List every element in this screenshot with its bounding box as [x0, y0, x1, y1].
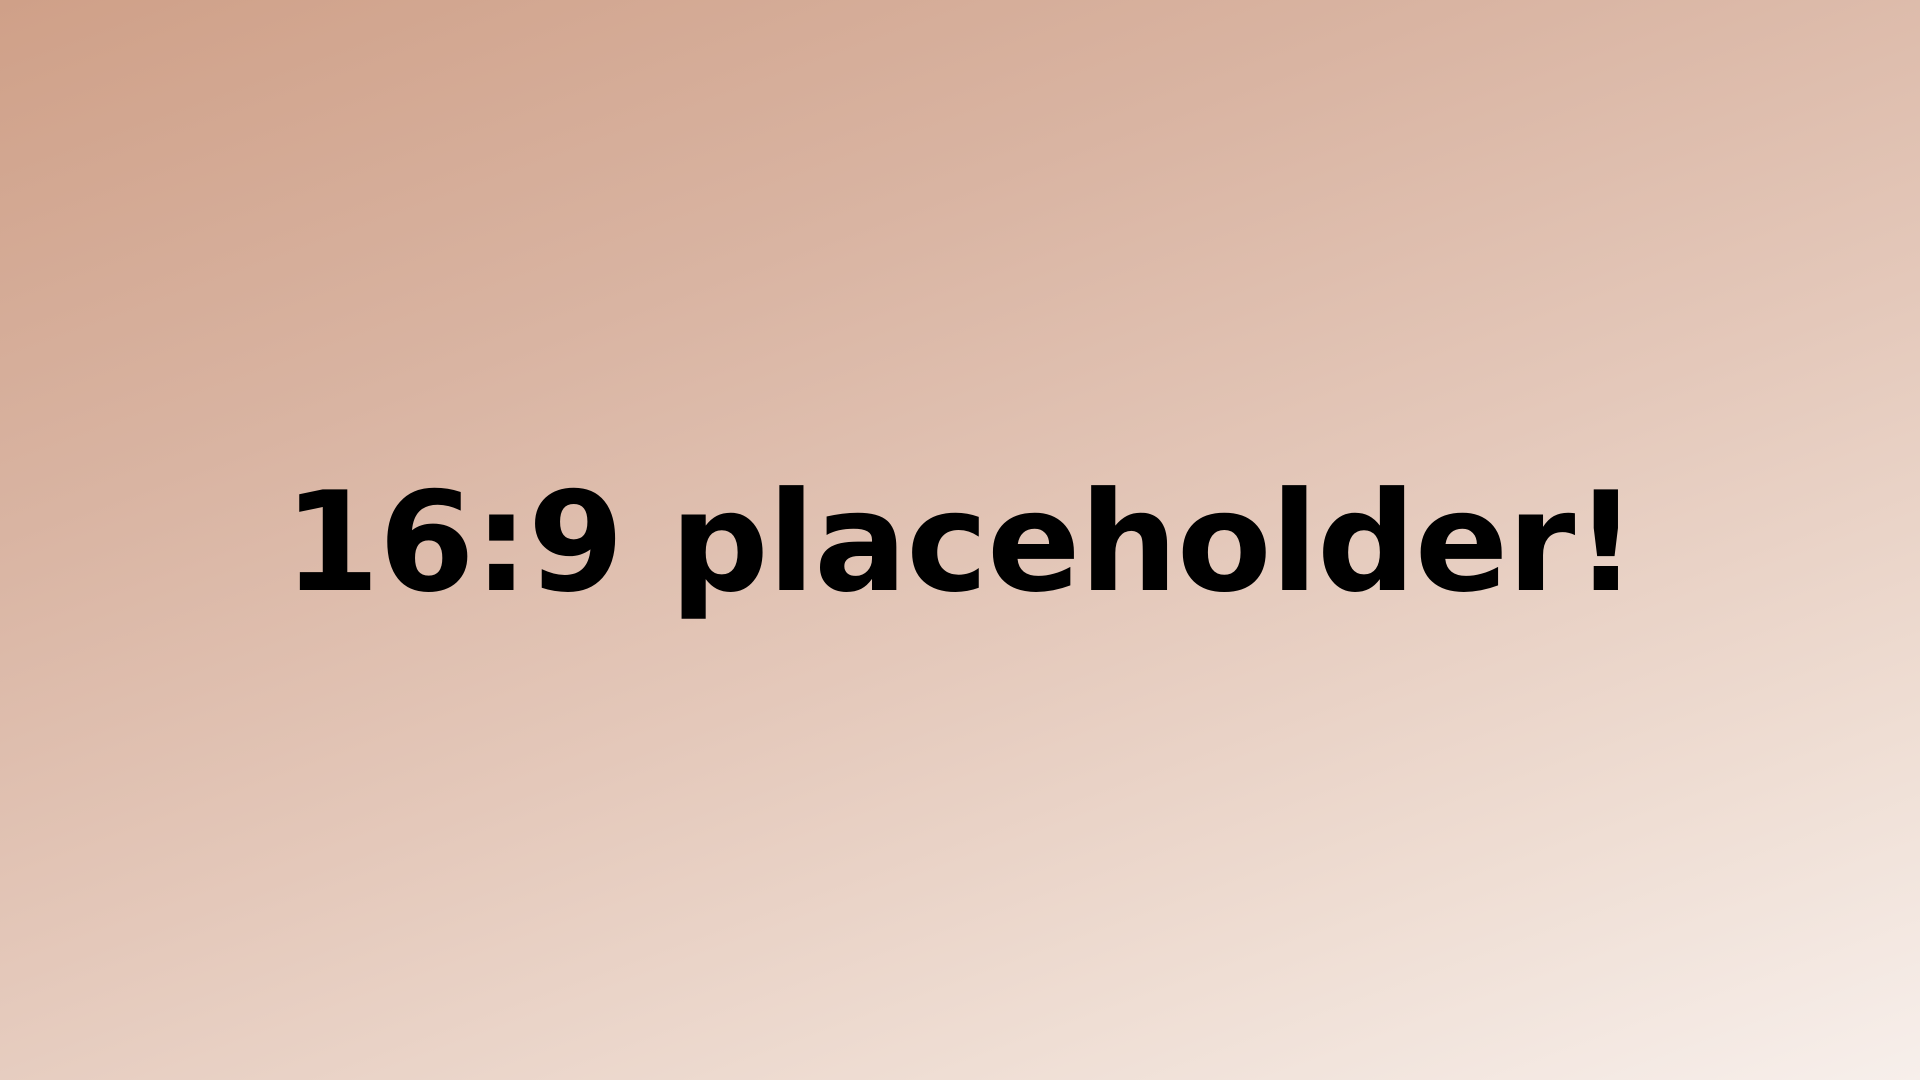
placeholder-text: 16:9 placeholder! [283, 462, 1638, 623]
